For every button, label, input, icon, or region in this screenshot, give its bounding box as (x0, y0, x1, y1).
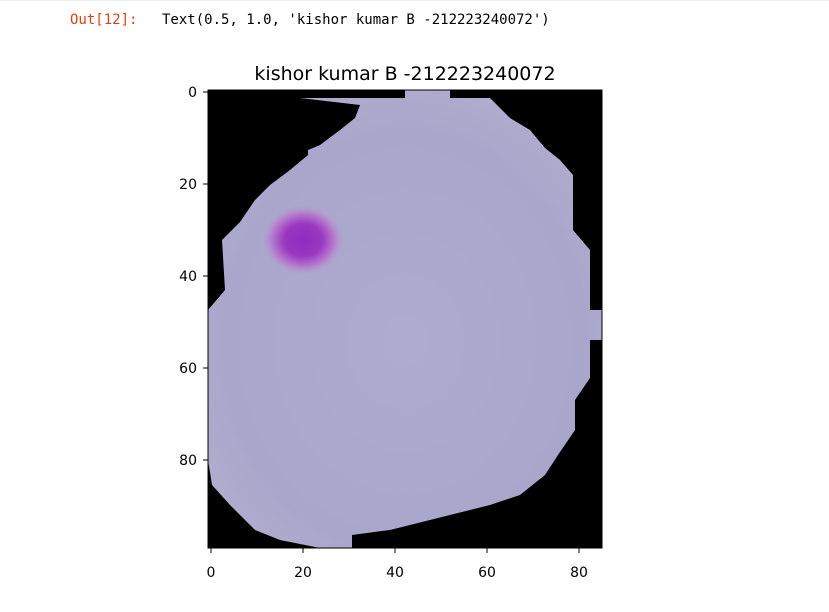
y-tick-label: 20 (179, 177, 197, 193)
x-tick-label: 0 (207, 565, 216, 581)
x-tick-label: 80 (570, 565, 588, 581)
y-tick-label: 60 (179, 361, 197, 377)
x-tick-label: 60 (478, 565, 496, 581)
axes-frame (207, 89, 603, 549)
x-tick-label: 40 (386, 565, 404, 581)
output-text: Text(0.5, 1.0, 'kishor kumar B -21222324… (162, 12, 550, 28)
plot-title: kishor kumar B -212223240072 (254, 63, 555, 85)
image-axes (207, 89, 603, 549)
x-tick-label: 20 (294, 565, 312, 581)
x-axis: 0 20 40 60 80 (207, 548, 588, 581)
y-tick-label: 40 (179, 269, 197, 285)
y-tick-label: 0 (188, 85, 197, 101)
y-axis: 0 20 40 60 80 (179, 85, 208, 469)
parasite-stain (261, 204, 345, 276)
cell-divider (0, 0, 829, 1)
output-prompt: Out[12]: (70, 12, 138, 28)
y-tick-label: 80 (179, 453, 197, 469)
